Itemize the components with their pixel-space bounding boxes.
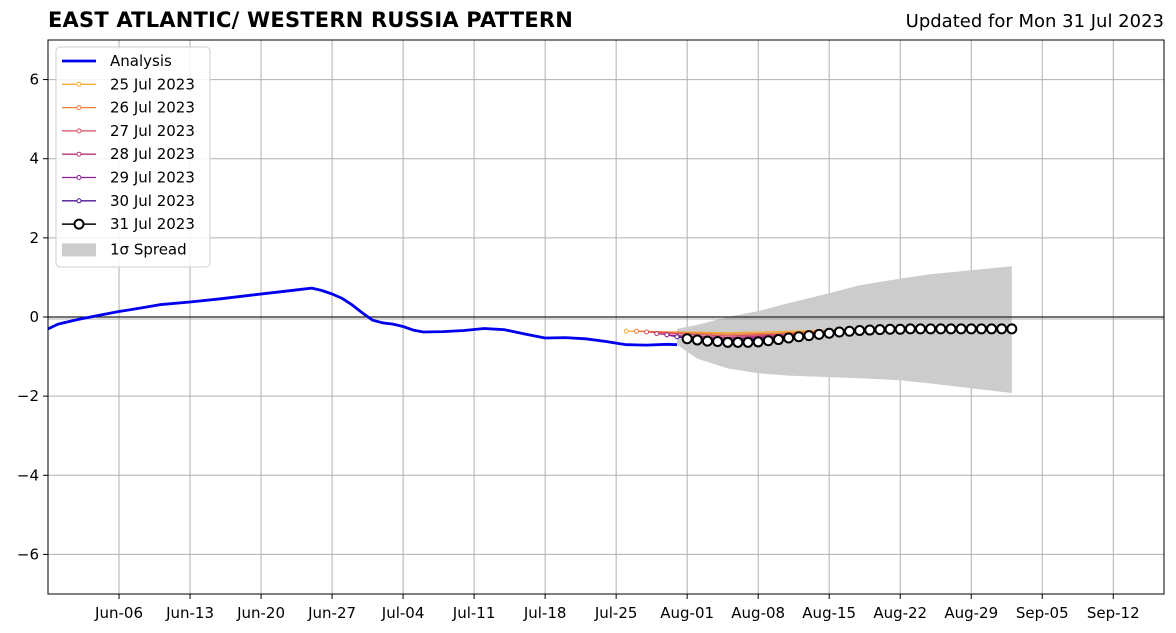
forecast-point (945, 323, 957, 335)
x-tick-label: Jun-27 (307, 604, 356, 622)
y-tick-label: 4 (29, 150, 39, 168)
forecast-point (681, 333, 693, 345)
legend-marker (76, 128, 82, 134)
forecast-point (925, 323, 937, 335)
forecast-point (762, 335, 774, 347)
x-tick-label: Aug-22 (873, 604, 927, 622)
forecast-point (935, 323, 947, 335)
legend-label-forecast: 26 Jul 2023 (110, 99, 195, 117)
forecast-point (1006, 323, 1018, 335)
analysis-line (47, 286, 678, 347)
forecast-start-point (664, 332, 670, 338)
x-tick-label: Sep-12 (1087, 604, 1140, 622)
y-tick-label: −4 (17, 466, 39, 484)
forecast-point (915, 323, 927, 335)
forecast-start-point (644, 329, 650, 335)
forecast-point (823, 327, 835, 339)
forecast-start-point (633, 328, 639, 334)
legend-marker (76, 81, 82, 87)
forecast-point (772, 334, 784, 346)
forecast-point (752, 336, 764, 348)
x-tick-label: Sep-05 (1016, 604, 1069, 622)
legend-swatch-spread (62, 243, 96, 257)
chart-subtitle: Updated for Mon 31 Jul 2023 (905, 11, 1164, 32)
legend: Analysis 25 Jul 2023 26 Jul 2023 27 Jul 202… (55, 46, 211, 268)
forecast-point (843, 325, 855, 337)
plot-frame (47, 39, 1165, 595)
legend-label-forecast: 29 Jul 2023 (110, 169, 195, 187)
y-tick-label: −2 (17, 387, 39, 405)
forecast-point (722, 336, 734, 348)
forecast-point (996, 323, 1008, 335)
chart-title: EAST ATLANTIC/ WESTERN RUSSIA PATTERN (48, 8, 574, 32)
forecast-point (874, 324, 886, 336)
legend-marker (76, 198, 82, 204)
x-tick-label: Jul-25 (594, 604, 638, 622)
legend-marker (73, 218, 85, 230)
x-tick-label: Jun-20 (236, 604, 285, 622)
zero-line-layer (48, 316, 1164, 320)
forecast-point (813, 328, 825, 340)
legend-marker (76, 175, 82, 180)
x-tick-label: Jun-06 (94, 604, 143, 622)
forecast-point (864, 324, 876, 336)
series-layer (47, 286, 1018, 348)
legend-marker (76, 105, 82, 111)
forecast-point (803, 330, 815, 342)
x-tick-label: Jul-04 (381, 604, 425, 622)
forecast-point (955, 323, 967, 335)
forecast-start-point (654, 331, 660, 337)
legend-marker (76, 151, 82, 157)
x-tick-label: Aug-15 (802, 604, 856, 622)
legend-label-analysis: Analysis (110, 52, 172, 70)
forecast-point (904, 323, 916, 335)
x-tick-label: Aug-01 (660, 604, 714, 622)
forecast-start-point (623, 328, 629, 334)
x-tick-label: Jul-11 (452, 604, 496, 622)
legend-label-forecast: 27 Jul 2023 (110, 122, 195, 140)
y-tick-label: 2 (29, 229, 39, 247)
y-tick-label: −6 (17, 545, 39, 563)
legend-label-forecast: 31 Jul 2023 (110, 215, 195, 233)
y-tick-label: 0 (29, 308, 39, 326)
legend-box (55, 46, 211, 268)
x-tick-label: Aug-08 (731, 604, 785, 622)
forecast-point (833, 326, 845, 338)
x-tick-label: Jun-13 (165, 604, 214, 622)
forecast-point (884, 323, 896, 335)
forecast-start-point (674, 334, 680, 340)
forecast-point (712, 336, 724, 348)
forecast-point (986, 323, 998, 335)
legend-label-spread: 1σ Spread (110, 240, 187, 258)
forecast-point (894, 323, 906, 335)
legend-label-forecast: 28 Jul 2023 (110, 145, 195, 163)
axis-layer: Jun-06 Jun-13 Jun-20 Jun-27 Jul-04 Jul-11 Jul-… (17, 39, 1165, 622)
forecast-point (742, 336, 754, 348)
forecast-point (732, 336, 744, 348)
forecast-point (701, 335, 713, 347)
y-tick-label: 6 (29, 71, 39, 89)
x-tick-label: Aug-29 (944, 604, 998, 622)
forecast-point (854, 324, 866, 336)
legend-label-forecast: 30 Jul 2023 (110, 192, 195, 210)
forecast-point (793, 331, 805, 343)
legend-label-forecast: 25 Jul 2023 (110, 75, 195, 93)
forecast-point (691, 334, 703, 346)
forecast-point (965, 323, 977, 335)
x-tick-label: Jul-18 (523, 604, 567, 622)
forecast-point (783, 332, 795, 344)
forecast-point (975, 323, 987, 335)
